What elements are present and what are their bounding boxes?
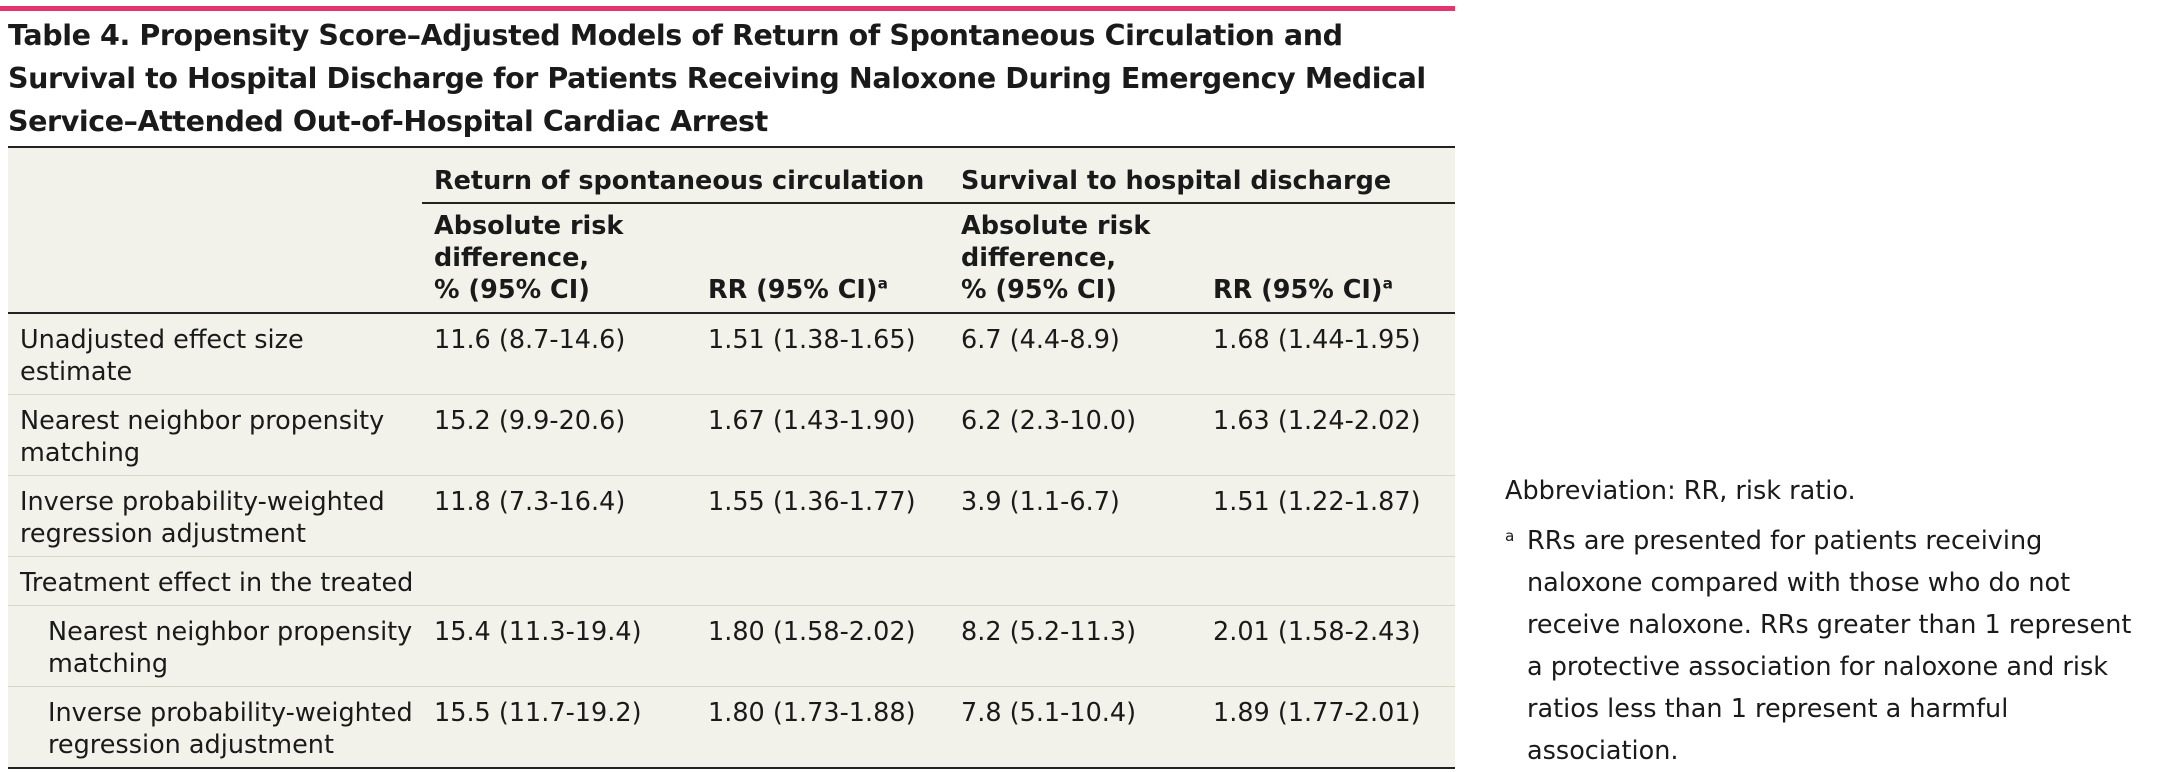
cell-rosc-ard: 11.6 (8.7-14.6) <box>422 313 696 395</box>
cell-surv-ard: 6.2 (2.3-10.0) <box>949 394 1201 476</box>
footnote-a: a RRs are presented for patients receivi… <box>1505 526 2132 766</box>
footnote-mark: a <box>877 274 888 293</box>
cell-surv-ard: 7.8 (5.1-10.4) <box>949 686 1201 768</box>
footnote-mark: a <box>1382 274 1393 293</box>
header-rosc-rr: RR (95% CI)a <box>696 203 949 314</box>
row-label: Unadjusted effect size estimate <box>8 313 422 395</box>
table-row: Inverse probability-weighted regression a… <box>8 686 1456 768</box>
cell-surv-ard: 3.9 (1.1-6.7) <box>949 475 1201 557</box>
cell-rosc-rr: 1.51 (1.38-1.65) <box>696 313 949 395</box>
row-label-line2: regression adjustment <box>48 730 334 760</box>
table-title: Table 4. Propensity Score–Adjusted Model… <box>8 19 1426 138</box>
row-label: Nearest neighbor propensity matching <box>8 605 422 687</box>
row-label-line1: Nearest neighbor propensity <box>20 406 385 436</box>
cell-surv-rr <box>1201 556 1456 606</box>
header-group-survival: Survival to hospital discharge <box>949 147 1456 204</box>
header-surv-ard: Absolute risk difference, % (95% CI) <box>949 203 1201 314</box>
header-rr-label: RR (95% CI) <box>1213 275 1383 305</box>
cell-surv-rr: 1.68 (1.44-1.95) <box>1201 313 1456 395</box>
cell-surv-rr: 1.63 (1.24-2.02) <box>1201 394 1456 476</box>
header-ard-line3: % (95% CI) <box>961 275 1117 305</box>
abbreviation-note: Abbreviation: RR, risk ratio. <box>1505 476 1856 506</box>
header-rosc-ard: Absolute risk difference, % (95% CI) <box>422 203 696 314</box>
cell-rosc-ard: 15.5 (11.7-19.2) <box>422 686 696 768</box>
header-ard-line1: Absolute risk <box>961 211 1151 241</box>
table-notes: Abbreviation: RR, risk ratio. a RRs are … <box>1505 470 2145 772</box>
cell-surv-rr: 2.01 (1.58-2.43) <box>1201 605 1456 687</box>
header-blank-2 <box>8 203 422 314</box>
cell-rosc-rr: 1.55 (1.36-1.77) <box>696 475 949 557</box>
row-label: Treatment effect in the treated <box>8 556 422 606</box>
cell-rosc-ard: 11.8 (7.3-16.4) <box>422 475 696 557</box>
table-row-section: Treatment effect in the treated <box>8 556 1456 606</box>
row-label: Inverse probability-weighted regression a… <box>8 686 422 768</box>
cell-rosc-rr <box>696 556 949 606</box>
row-label-line1: Inverse probability-weighted <box>48 698 413 728</box>
cell-surv-ard: 8.2 (5.2-11.3) <box>949 605 1201 687</box>
header-ard-line2: difference, <box>434 243 590 273</box>
cell-rosc-ard: 15.4 (11.3-19.4) <box>422 605 696 687</box>
row-label-line2: regression adjustment <box>20 519 306 549</box>
cell-rosc-ard <box>422 556 696 606</box>
header-ard-line1: Absolute risk <box>434 211 624 241</box>
row-label: Nearest neighbor propensity matching <box>8 394 422 476</box>
cell-surv-ard: 6.7 (4.4-8.9) <box>949 313 1201 395</box>
cell-surv-rr: 1.51 (1.22-1.87) <box>1201 475 1456 557</box>
header-surv-rr: RR (95% CI)a <box>1201 203 1456 314</box>
row-label-line2: matching <box>48 649 169 679</box>
header-ard-line3: % (95% CI) <box>434 275 590 305</box>
data-table-container: Return of spontaneous circulation Surviv… <box>8 146 1456 769</box>
data-table: Return of spontaneous circulation Surviv… <box>8 146 1456 769</box>
cell-rosc-rr: 1.80 (1.73-1.88) <box>696 686 949 768</box>
row-label-line1: Nearest neighbor propensity <box>48 617 413 647</box>
footnote-a-text: RRs are presented for patients receiving… <box>1527 526 2132 766</box>
table-row: Inverse probability-weighted regression a… <box>8 475 1456 557</box>
row-label-line1: Unadjusted effect size estimate <box>20 325 304 387</box>
header-blank <box>8 147 422 203</box>
table-row: Nearest neighbor propensity matching 15.2… <box>8 394 1456 476</box>
cell-surv-ard <box>949 556 1201 606</box>
header-group-rosc: Return of spontaneous circulation <box>422 147 949 204</box>
row-label-line1: Treatment effect in the treated <box>20 568 414 598</box>
table-row: Unadjusted effect size estimate 11.6 (8.… <box>8 313 1456 395</box>
accent-bar <box>0 6 1455 11</box>
cell-rosc-rr: 1.80 (1.58-2.02) <box>696 605 949 687</box>
cell-rosc-rr: 1.67 (1.43-1.90) <box>696 394 949 476</box>
row-label-line1: Inverse probability-weighted <box>20 487 385 517</box>
table-row: Nearest neighbor propensity matching 15.4… <box>8 605 1456 687</box>
cell-surv-rr: 1.89 (1.77-2.01) <box>1201 686 1456 768</box>
header-ard-line2: difference, <box>961 243 1117 273</box>
header-rr-label: RR (95% CI) <box>708 275 878 305</box>
row-label: Inverse probability-weighted regression a… <box>8 475 422 557</box>
cell-rosc-ard: 15.2 (9.9-20.6) <box>422 394 696 476</box>
row-label-line2: matching <box>20 438 141 468</box>
